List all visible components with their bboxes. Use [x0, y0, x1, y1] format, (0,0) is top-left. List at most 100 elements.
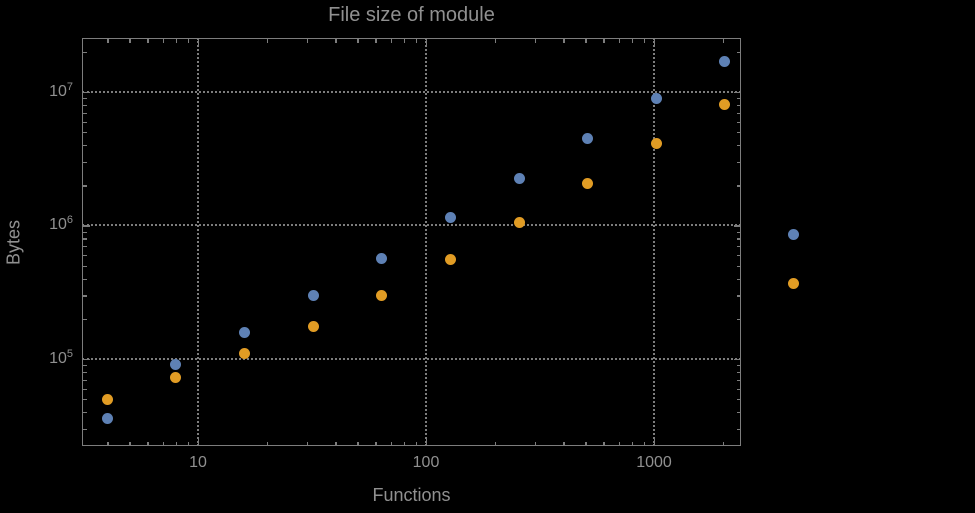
axis-tick [534, 442, 537, 446]
axis-tick [426, 39, 428, 46]
axis-tick [83, 121, 87, 123]
axis-tick [306, 442, 309, 446]
axis-tick [147, 39, 149, 43]
axis-tick [737, 121, 741, 123]
axis-tick [737, 388, 741, 390]
x-tick-label: 10 [189, 454, 207, 471]
axis-tick [83, 371, 87, 374]
axis-tick [266, 442, 268, 446]
axis-tick [175, 39, 178, 43]
axis-tick [198, 439, 200, 446]
axis-tick [83, 318, 87, 321]
axis-tick [737, 161, 741, 164]
axis-tick [643, 442, 645, 446]
data-point-series-1-blue [239, 327, 251, 339]
axis-tick [618, 39, 620, 43]
axis-tick [162, 39, 164, 43]
axis-tick [494, 442, 496, 446]
axis-tick [585, 39, 587, 43]
axis-tick [643, 39, 645, 43]
axis-tick [335, 39, 337, 43]
axis-tick [83, 51, 87, 54]
axis-tick [653, 39, 656, 46]
axis-tick [737, 51, 741, 54]
y-tick-label: 107 [49, 80, 73, 101]
data-point-series-1-blue [376, 252, 388, 264]
axis-tick [737, 428, 741, 431]
x-tick-label: 100 [412, 454, 440, 471]
axis-tick [83, 92, 90, 94]
data-point-series-1-blue [513, 172, 525, 184]
data-point-series-1-blue [307, 289, 319, 301]
axis-tick [631, 39, 634, 43]
data-point-series-2-orange [788, 277, 800, 289]
axis-tick [147, 442, 149, 446]
axis-tick [83, 246, 87, 248]
chart-title: File size of module [328, 4, 495, 26]
axis-tick [534, 39, 537, 43]
axis-tick [83, 412, 87, 414]
axis-tick [335, 442, 337, 446]
axis-tick [83, 231, 87, 233]
axis-tick [737, 238, 741, 240]
axis-tick [83, 238, 87, 240]
axis-tick [83, 265, 87, 267]
axis-tick [737, 399, 741, 401]
gridline-vertical [425, 38, 427, 446]
axis-tick [653, 439, 656, 446]
axis-tick [107, 442, 109, 446]
axis-tick [390, 39, 392, 43]
axis-tick [83, 112, 87, 114]
axis-tick [737, 371, 741, 374]
axis-tick [83, 379, 87, 381]
axis-tick [187, 39, 189, 43]
axis-tick [162, 442, 164, 446]
axis-tick [390, 442, 392, 446]
axis-tick [375, 442, 377, 446]
axis-tick [603, 39, 605, 43]
axis-tick [563, 39, 565, 43]
gridline-vertical [197, 38, 199, 446]
data-point-series-2-orange [719, 98, 731, 110]
data-point-series-1-blue [719, 55, 731, 67]
axis-tick [83, 399, 87, 401]
axis-tick [737, 255, 741, 257]
axis-tick [415, 442, 417, 446]
axis-tick [734, 225, 741, 227]
axis-tick [83, 132, 87, 134]
axis-tick [187, 442, 189, 446]
axis-tick [83, 98, 87, 100]
axis-tick [403, 39, 406, 43]
axis-tick [722, 442, 724, 446]
axis-tick [631, 442, 634, 446]
axis-tick [603, 442, 605, 446]
y-tick-label: 105 [49, 347, 73, 368]
axis-tick [737, 365, 741, 367]
gridline-horizontal [82, 91, 741, 93]
data-point-series-1-blue [170, 358, 182, 370]
axis-tick [426, 439, 428, 446]
data-point-series-2-orange [582, 177, 594, 189]
x-tick-label: 1000 [636, 454, 672, 471]
axis-tick [83, 295, 87, 297]
axis-tick [403, 442, 406, 446]
axis-tick [737, 132, 741, 134]
axis-tick [357, 442, 359, 446]
data-point-series-2-orange [444, 253, 456, 265]
axis-tick [83, 161, 87, 164]
axis-tick [83, 145, 87, 147]
data-point-series-2-orange [239, 347, 251, 359]
axis-tick [737, 185, 741, 187]
axis-tick [83, 388, 87, 390]
axis-tick [737, 112, 741, 114]
axis-tick [129, 442, 131, 446]
axis-tick [357, 39, 359, 43]
axis-tick [83, 358, 90, 361]
axis-tick [83, 255, 87, 257]
axis-tick [737, 246, 741, 248]
gridline-vertical [652, 38, 655, 446]
axis-tick [266, 39, 268, 43]
data-point-series-2-orange [513, 217, 525, 229]
axis-tick [737, 278, 741, 280]
